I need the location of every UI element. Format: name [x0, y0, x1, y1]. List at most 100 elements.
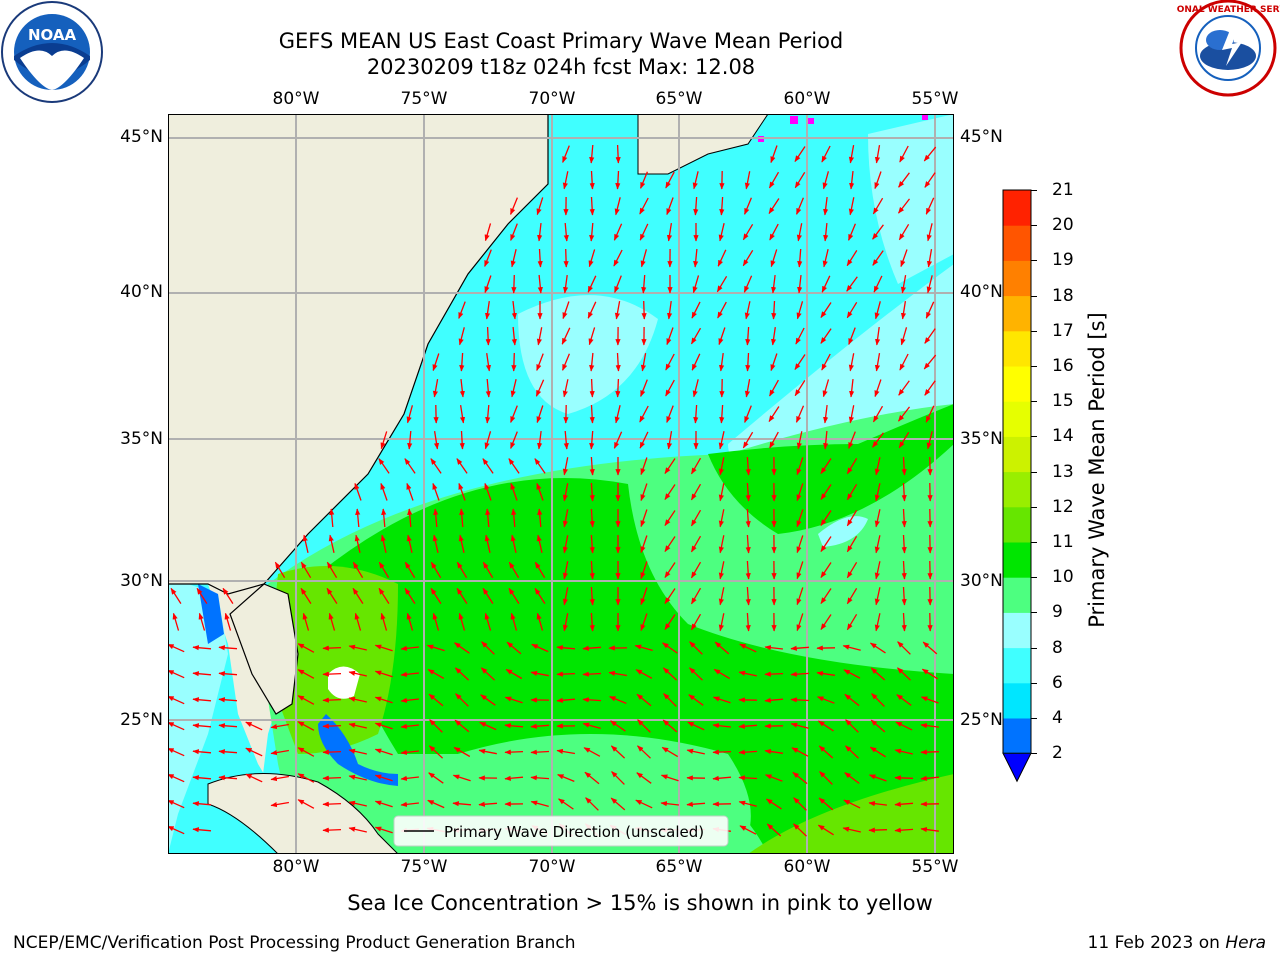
wave-arrow — [588, 249, 596, 268]
wave-arrow — [561, 353, 571, 371]
wave-arrow — [589, 352, 595, 372]
wave-arrow — [504, 696, 523, 704]
wave-arrow — [534, 587, 546, 604]
wave-arrow — [168, 825, 185, 835]
wave-arrow — [691, 353, 701, 371]
wave-arrow — [378, 587, 390, 604]
wave-arrow — [718, 587, 725, 606]
wave-arrow — [661, 746, 679, 758]
wave-arrow — [218, 775, 238, 781]
wave-arrow — [665, 353, 675, 371]
wave-arrow — [689, 667, 703, 681]
wave-arrow — [562, 561, 569, 580]
wave-arrow — [429, 719, 443, 733]
colorbar-tick-label: 15 — [1052, 391, 1074, 412]
wave-arrow — [874, 535, 881, 554]
wave-arrow — [901, 560, 907, 580]
legend-text: Primary Wave Direction (unscaled) — [444, 823, 704, 841]
lon-label-top: 70°W — [528, 89, 576, 109]
wave-arrow — [640, 379, 648, 398]
wave-arrow — [562, 587, 569, 606]
wave-arrow — [484, 482, 492, 501]
wave-arrow — [872, 197, 884, 215]
wave-arrow — [608, 670, 628, 677]
wave-arrow — [846, 483, 858, 501]
wave-arrow — [764, 748, 783, 755]
wave-arrow — [925, 197, 935, 215]
wave-arrow — [662, 719, 678, 733]
wave-arrow — [874, 457, 881, 476]
wave-arrow — [822, 171, 830, 190]
wave-arrow — [484, 275, 492, 294]
wave-arrow — [354, 482, 362, 501]
wave-arrow — [871, 693, 885, 707]
footer-machine: Hera — [1225, 933, 1266, 953]
graticule — [168, 114, 954, 854]
colorbar-tick-label: 20 — [1052, 215, 1074, 236]
wave-arrow — [690, 587, 702, 605]
wave-arrow — [738, 800, 757, 807]
wave-arrow — [872, 250, 884, 266]
wave-arrow — [168, 643, 185, 653]
wave-arrow — [326, 561, 338, 579]
wave-arrow — [920, 827, 939, 833]
wave-arrow — [744, 405, 752, 424]
wave-arrow — [530, 723, 550, 729]
wave-arrow — [192, 801, 212, 807]
wave-arrow — [920, 749, 940, 755]
wave-arrow — [820, 510, 832, 527]
wave-arrow — [845, 745, 859, 759]
wave-arrow — [901, 456, 907, 476]
wave-arrow — [664, 484, 676, 501]
wave-arrow — [454, 719, 470, 733]
wave-arrow — [504, 723, 524, 729]
wave-arrow — [479, 721, 497, 731]
wave-arrow — [823, 223, 829, 242]
wave-arrow — [660, 801, 679, 807]
wave-arrow — [352, 587, 364, 604]
wave-arrow — [459, 379, 465, 398]
wave-arrow — [374, 826, 393, 834]
wave-arrow — [796, 509, 804, 528]
wave-arrow — [530, 775, 550, 781]
wave-arrow — [872, 405, 884, 423]
wave-arrow — [793, 797, 807, 811]
wave-arrow — [764, 697, 784, 703]
wave-arrow — [797, 248, 803, 268]
colorbar-tick-label: 14 — [1052, 426, 1074, 447]
wave-arrow — [192, 645, 212, 651]
wave-arrow — [482, 587, 494, 604]
wave-arrow — [589, 586, 595, 606]
wave-arrow — [589, 508, 595, 528]
wave-arrow — [822, 379, 830, 398]
wave-arrow — [589, 534, 595, 554]
wave-arrow — [712, 749, 732, 755]
wave-arrow — [846, 301, 858, 319]
wave-arrow — [504, 775, 524, 781]
wave-arrow — [168, 669, 185, 679]
wave-arrow — [769, 379, 779, 397]
wave-arrow — [922, 641, 938, 655]
wave-arrow — [900, 327, 908, 346]
wave-arrow — [634, 644, 653, 652]
lon-label-bottom: 65°W — [655, 857, 703, 877]
wave-arrow — [348, 722, 367, 729]
wave-arrow — [614, 197, 621, 216]
wave-arrow — [452, 801, 472, 807]
wave-arrow — [662, 667, 678, 681]
wave-arrow — [770, 145, 778, 164]
colorbar-tick-label: 4 — [1052, 708, 1063, 728]
wave-arrow — [693, 248, 699, 268]
wave-arrow — [218, 645, 238, 651]
wave-arrow — [404, 561, 416, 579]
wave-arrow — [796, 483, 804, 502]
wave-arrow — [874, 379, 882, 398]
colorbar-tick-mark — [1031, 542, 1037, 543]
wave-arrow — [400, 801, 419, 807]
wave-arrow — [614, 275, 622, 294]
wave-arrow — [898, 172, 910, 188]
wave-arrow — [562, 379, 569, 398]
colorbar — [1002, 189, 1032, 783]
wave-arrow — [794, 380, 806, 397]
wave-arrow — [768, 198, 780, 215]
